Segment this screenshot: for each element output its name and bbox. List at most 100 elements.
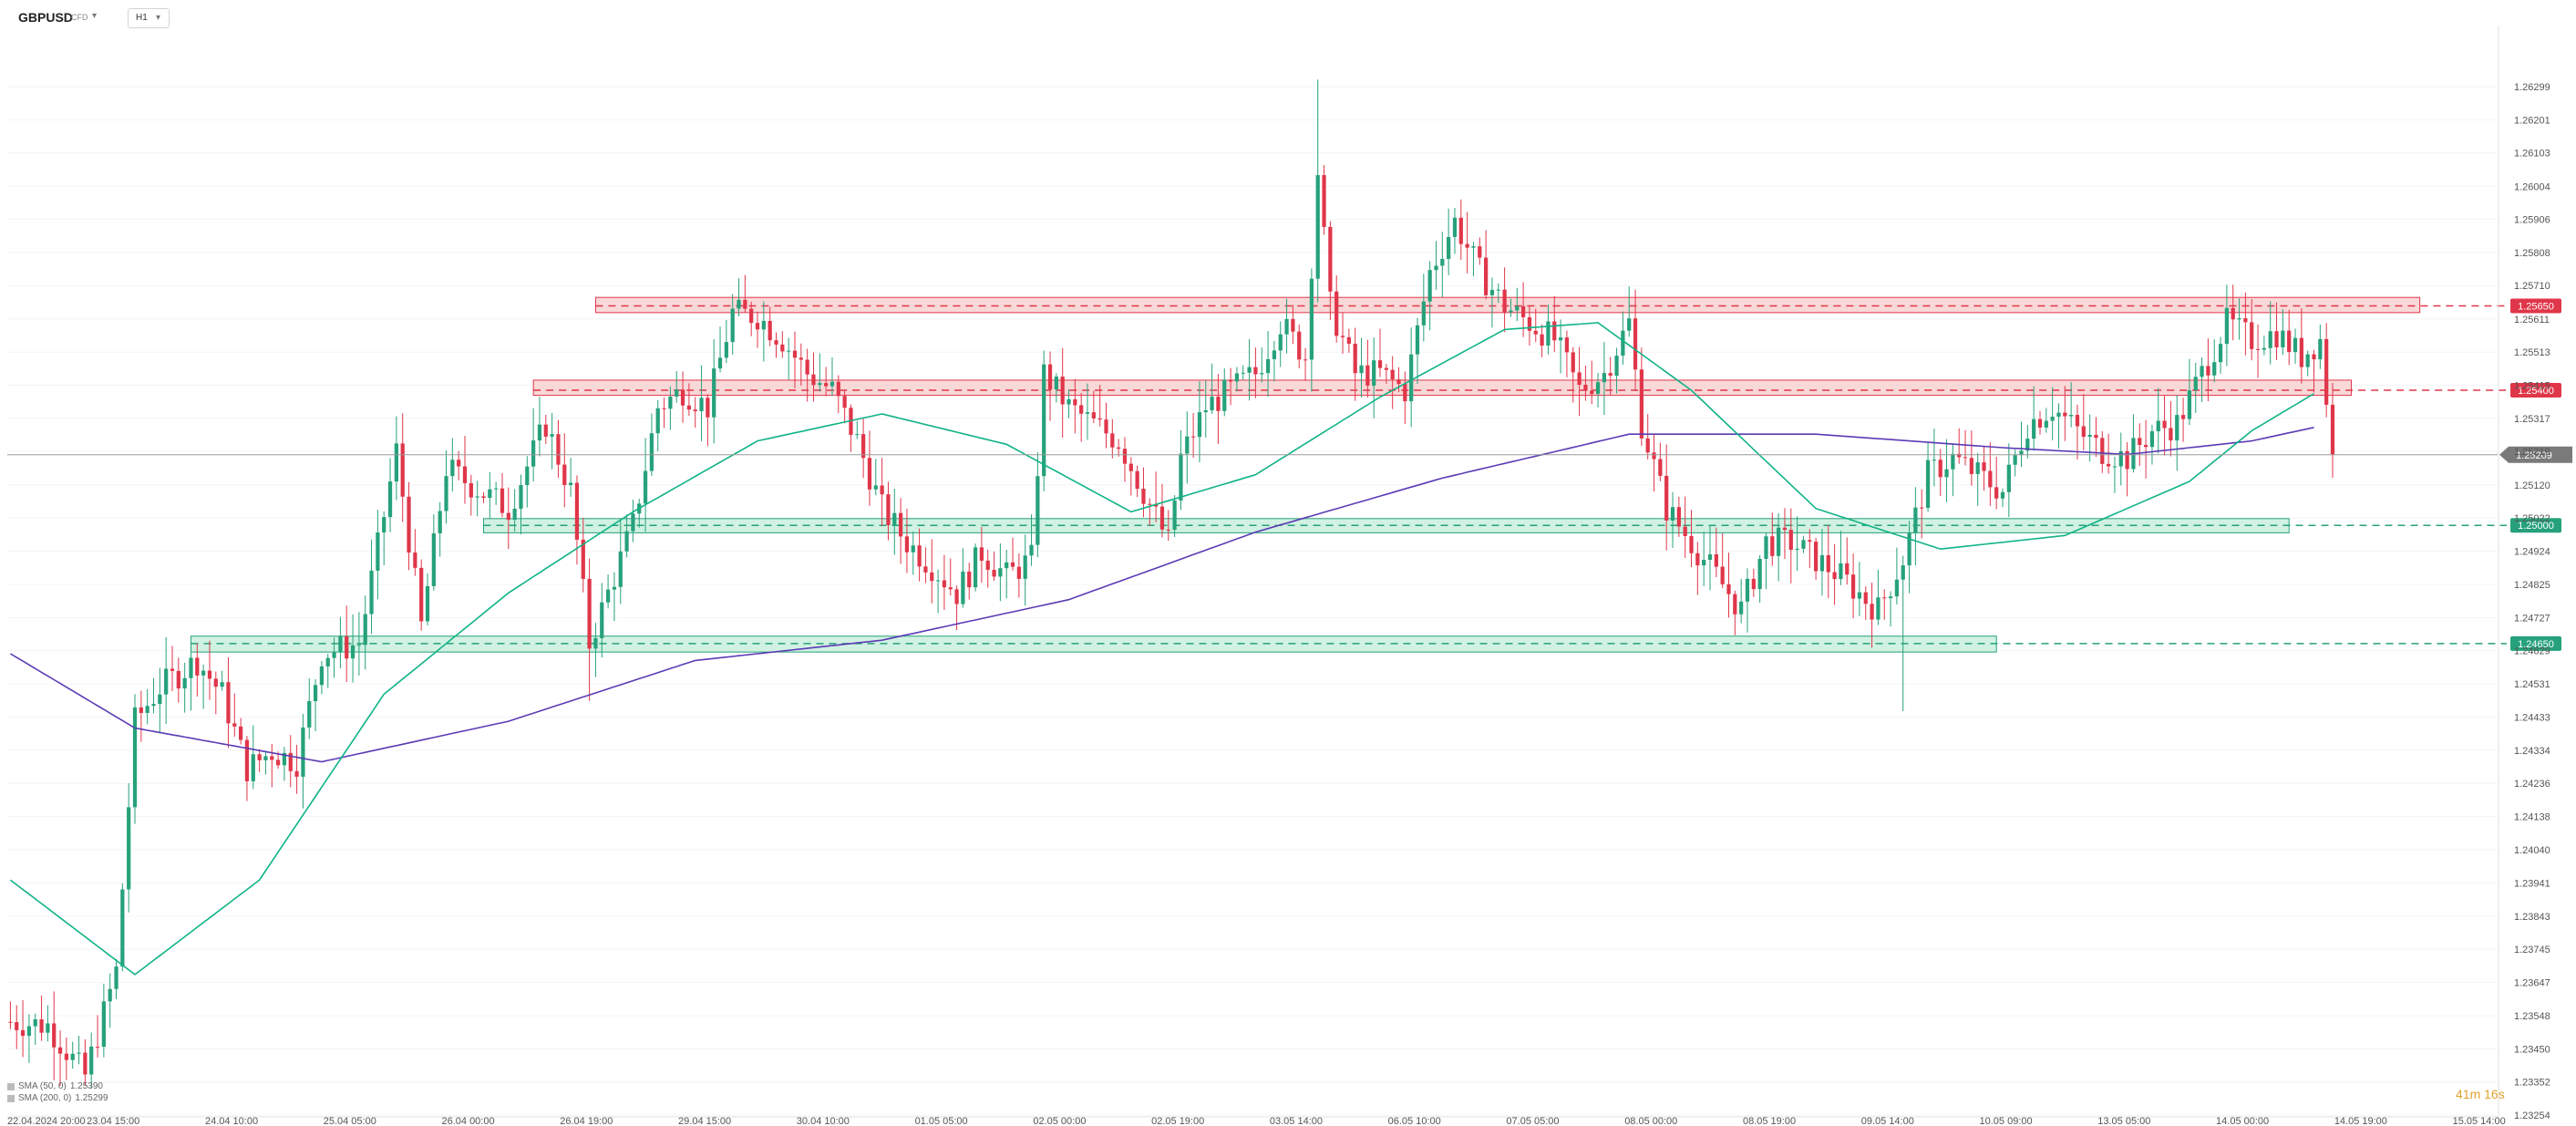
candle-down [861,434,866,459]
time-tick-label: 03.05 14:00 [1270,1116,1323,1126]
candle-down [1010,562,1015,567]
candle-up [761,320,766,330]
candle-up [1489,289,1495,295]
candle-up [1415,325,1420,355]
candle-up [2212,362,2217,376]
candle-up [2268,331,2272,348]
candle-up [1029,544,1034,556]
legend-sma50-icon [7,1082,15,1090]
legend-sma200[interactable]: SMA (200, 0) 1.25299 [7,1092,108,1104]
candle-up [33,1018,37,1027]
legend-sma50[interactable]: SMA (50, 0) 1.25390 [7,1080,108,1092]
candle-up [600,602,604,638]
candle-down [985,560,990,571]
candle-down [176,670,180,689]
candle-down [1938,460,1942,478]
indicator-legend: SMA (50, 0) 1.25390 SMA (200, 0) 1.25299 [7,1080,108,1104]
candle-down [1377,360,1383,368]
candle-up [1042,364,1046,477]
candle-up [593,637,598,649]
candle-up [1764,536,1768,559]
candle-down [1047,364,1053,390]
candle-down [2094,434,2098,439]
candle-down [275,759,281,766]
candle-up [1777,527,1781,556]
candle-up [307,701,312,728]
price-tick-label: 1.26299 [2514,82,2550,93]
candle-down [481,496,486,499]
candle-up [1707,554,1713,561]
candle-down [967,571,972,588]
candle-up [1907,532,1911,566]
candle-up [1447,236,1451,259]
candle-down [898,512,903,537]
candle-down [213,678,218,687]
candle-down [1390,369,1395,380]
price-tick-label: 1.26103 [2514,149,2550,160]
candle-up [1434,265,1438,271]
price-tick-label: 1.25317 [2514,414,2550,425]
candle-up [2000,491,2005,499]
candle-down [1141,489,1146,504]
candle-down [1097,418,1102,420]
candle-down [1079,405,1084,414]
timeframe-selector[interactable]: H1 ▾ [128,8,170,28]
timeframe-label: H1 [136,13,148,23]
candle-up [475,496,479,498]
candle-down [457,460,461,467]
candle-down [948,587,953,590]
candle-up [1172,501,1177,531]
candle-up [1975,462,1980,474]
candle-down [1484,257,1489,295]
price-tick-label: 1.25808 [2514,248,2550,259]
candle-down [2037,418,2043,428]
price-tick-label: 1.25513 [2514,347,2550,358]
candle-down [1689,535,1694,553]
candle-down [1850,574,1856,599]
candle-down [706,398,710,418]
time-tick-label: 06.05 10:00 [1388,1116,1441,1126]
candle-up [1427,270,1432,302]
candle-down [1845,563,1850,575]
time-tick-label: 08.05 19:00 [1743,1116,1796,1126]
legend-sma50-name: SMA (50, 0) [18,1081,67,1091]
candle-down [1060,377,1065,405]
candle-down [1714,554,1718,567]
candle-down [768,320,772,341]
candle-up [873,485,878,490]
candle-down [867,458,872,490]
candle-up [1558,337,1563,341]
candle-up [1546,321,1551,346]
candle-up [394,443,398,482]
candle-down [419,567,424,622]
candle-up [1745,578,1750,602]
candle-down [1683,526,1687,536]
candle-up [387,481,393,518]
candle-up [675,389,679,398]
candle-up [313,685,318,702]
symbol-chevron-down-icon[interactable]: ▾ [92,11,98,21]
candle-up [220,682,224,687]
symbol-name[interactable]: GBPUSD [18,10,73,25]
candle-up [46,1023,50,1033]
candle-down [1148,503,1152,505]
candle-up [1739,601,1744,615]
candle-up [301,727,305,777]
candle-up [1876,597,1880,620]
resistance-zone [594,296,2421,314]
time-tick-label: 09.05 14:00 [1861,1116,1914,1126]
candle-down [1502,289,1507,313]
candle-down [836,381,840,397]
candle-up [1471,246,1476,248]
candle-down [1073,398,1077,406]
candle-down [462,466,468,483]
current-price-label: 1.25209 [2516,450,2552,461]
candle-down [506,512,510,521]
price-axis: 1.26299 1.26201 1.26103 1.26004 1.25906 1.258… [2498,26,2550,1121]
candle-down [805,359,809,375]
candle-down [270,756,274,760]
candle-up [2013,455,2017,465]
time-tick-label: 25.04 05:00 [324,1116,376,1126]
candle-up [1621,330,1625,356]
